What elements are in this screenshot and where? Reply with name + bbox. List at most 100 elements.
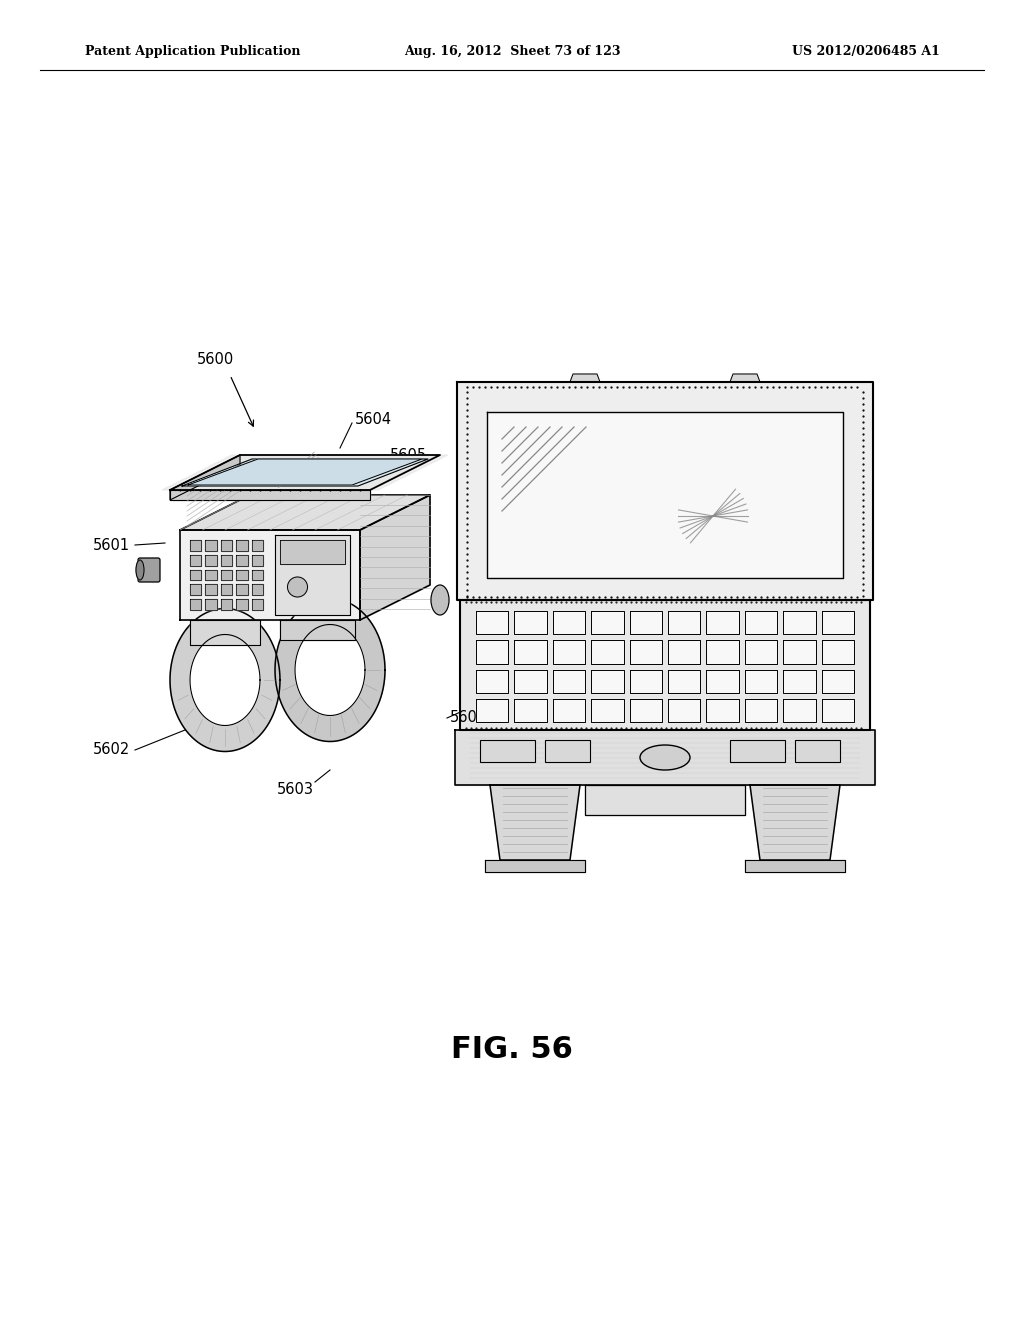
Text: 5604: 5604 (355, 412, 392, 428)
Polygon shape (190, 540, 202, 550)
Polygon shape (553, 669, 585, 693)
Text: FIG. 56: FIG. 56 (451, 1035, 573, 1064)
Polygon shape (180, 495, 430, 531)
Polygon shape (744, 640, 777, 664)
Polygon shape (457, 381, 873, 601)
Polygon shape (170, 609, 280, 751)
Polygon shape (476, 698, 508, 722)
Polygon shape (237, 585, 248, 595)
Polygon shape (360, 495, 430, 620)
Polygon shape (668, 611, 700, 634)
Polygon shape (476, 611, 508, 634)
Polygon shape (514, 669, 547, 693)
Polygon shape (591, 640, 624, 664)
Text: 5600: 5600 (197, 352, 233, 367)
Polygon shape (170, 455, 440, 490)
Text: Patent Application Publication: Patent Application Publication (85, 45, 300, 58)
Polygon shape (487, 412, 843, 578)
Polygon shape (280, 540, 345, 564)
Polygon shape (237, 554, 248, 565)
Polygon shape (252, 599, 263, 610)
Polygon shape (295, 624, 365, 715)
Polygon shape (514, 640, 547, 664)
Polygon shape (182, 459, 428, 486)
Polygon shape (591, 669, 624, 693)
Polygon shape (252, 540, 263, 550)
Polygon shape (591, 698, 624, 722)
Polygon shape (275, 598, 385, 742)
Polygon shape (707, 669, 738, 693)
Polygon shape (190, 635, 260, 726)
Polygon shape (476, 669, 508, 693)
Polygon shape (275, 535, 350, 615)
Polygon shape (707, 611, 738, 634)
Polygon shape (237, 570, 248, 581)
Polygon shape (730, 374, 760, 381)
Polygon shape (476, 640, 508, 664)
Polygon shape (190, 620, 260, 645)
Text: 5606: 5606 (450, 710, 487, 726)
Polygon shape (190, 570, 202, 581)
Polygon shape (206, 540, 217, 550)
Polygon shape (206, 554, 217, 565)
Polygon shape (821, 698, 854, 722)
Polygon shape (570, 374, 600, 381)
Polygon shape (221, 554, 232, 565)
Polygon shape (190, 599, 202, 610)
Text: 5601: 5601 (93, 537, 130, 553)
Polygon shape (180, 531, 360, 620)
Polygon shape (668, 669, 700, 693)
Polygon shape (490, 785, 580, 861)
Polygon shape (221, 599, 232, 610)
Polygon shape (707, 698, 738, 722)
Polygon shape (553, 611, 585, 634)
Polygon shape (514, 611, 547, 634)
Polygon shape (591, 611, 624, 634)
Bar (730, 741, 785, 762)
Polygon shape (707, 640, 738, 664)
Polygon shape (455, 730, 874, 785)
Polygon shape (237, 599, 248, 610)
Polygon shape (630, 611, 662, 634)
Polygon shape (188, 459, 422, 484)
Polygon shape (668, 698, 700, 722)
Polygon shape (190, 554, 202, 565)
Polygon shape (783, 698, 815, 722)
Polygon shape (485, 861, 585, 873)
Polygon shape (783, 669, 815, 693)
Polygon shape (280, 620, 355, 640)
Polygon shape (630, 669, 662, 693)
Polygon shape (744, 669, 777, 693)
Polygon shape (206, 570, 217, 581)
Polygon shape (252, 585, 263, 595)
Polygon shape (821, 640, 854, 664)
Polygon shape (783, 640, 815, 664)
Polygon shape (585, 785, 745, 814)
Ellipse shape (136, 560, 144, 579)
Polygon shape (460, 601, 870, 730)
Polygon shape (170, 455, 240, 500)
Polygon shape (206, 585, 217, 595)
Polygon shape (821, 611, 854, 634)
Polygon shape (630, 640, 662, 664)
Polygon shape (745, 861, 845, 873)
Polygon shape (668, 640, 700, 664)
Polygon shape (221, 585, 232, 595)
Polygon shape (206, 599, 217, 610)
Circle shape (288, 577, 307, 597)
Polygon shape (750, 785, 840, 861)
Bar (795, 741, 840, 762)
Text: 5602: 5602 (93, 742, 130, 758)
Text: 5605: 5605 (390, 447, 427, 462)
Polygon shape (514, 698, 547, 722)
Ellipse shape (431, 585, 449, 615)
Polygon shape (162, 455, 449, 490)
Polygon shape (221, 540, 232, 550)
Polygon shape (553, 698, 585, 722)
Bar (480, 741, 535, 762)
Bar (545, 741, 590, 762)
Polygon shape (252, 570, 263, 581)
Polygon shape (744, 698, 777, 722)
FancyBboxPatch shape (138, 558, 160, 582)
Polygon shape (170, 490, 370, 500)
